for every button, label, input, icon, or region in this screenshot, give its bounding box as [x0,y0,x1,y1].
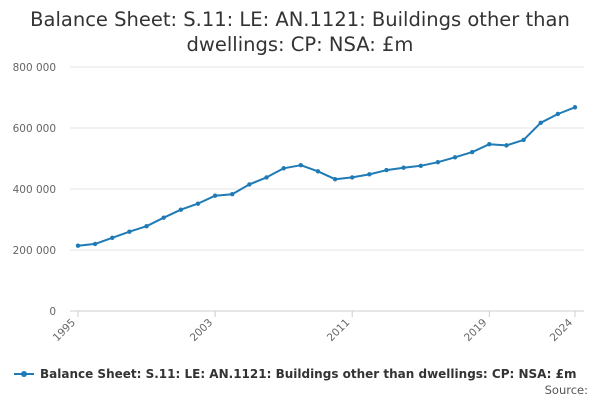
chart-title: Balance Sheet: S.11: LE: AN.1121: Buildi… [30,8,570,56]
y-tick-label: 600 000 [13,123,56,135]
data-point [452,155,458,160]
legend[interactable]: Balance Sheet: S.11: LE: AN.1121: Buildi… [14,365,577,383]
legend-swatch [14,369,34,379]
data-point [315,169,321,174]
data-point [487,141,492,147]
grid-lines [70,66,584,251]
data-point [247,182,252,187]
y-tick-label: 0 [49,306,56,318]
data-point [230,191,235,197]
data-point [401,165,406,170]
x-tick-label: 2011 [325,317,352,344]
data-point [504,143,509,148]
y-tick-label: 400 000 [13,184,56,196]
x-tick-label: 2019 [462,317,489,344]
data-point [572,105,578,110]
data-point [367,172,372,177]
source-label: Source: [544,383,588,397]
data-point [538,120,543,126]
data-point [161,215,166,220]
y-tick-label: 800 000 [13,62,56,74]
y-axis-ticks: 0 200 000 400 000 600 000 800 000 [13,62,56,318]
data-point [127,229,132,234]
series-line [77,106,576,247]
data-point [178,207,184,212]
data-point [298,163,303,168]
data-point [144,224,149,229]
legend-label: Balance Sheet: S.11: LE: AN.1121: Buildi… [40,367,577,381]
x-tick-label: 2024 [548,316,576,344]
data-point [75,243,81,248]
data-point [418,163,423,169]
data-point [281,166,286,171]
x-tick-label: 1995 [51,317,78,344]
plot-area [75,105,578,248]
data-point [264,175,269,180]
data-point [332,177,338,182]
y-tick-label: 200 000 [13,245,56,257]
data-point [92,241,98,247]
data-point [521,137,526,143]
data-point [435,159,441,165]
data-point [350,175,355,180]
data-point [384,167,389,173]
x-tick-label: 2003 [188,317,215,344]
data-point [469,149,475,155]
data-point [212,193,218,198]
axes [70,310,584,317]
data-point [110,235,115,240]
data-point [555,111,561,117]
data-point [195,201,201,206]
x-axis-ticks: 1995 2003 2011 2019 2024 [51,316,576,344]
